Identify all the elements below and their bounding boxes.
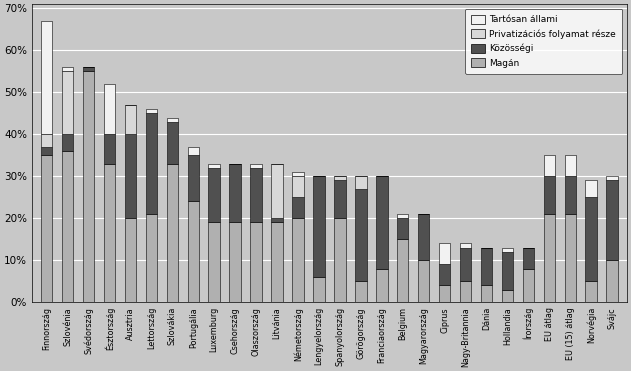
Bar	[187, 201, 199, 302]
Bar	[208, 164, 220, 168]
Bar	[586, 197, 597, 281]
Bar	[460, 248, 471, 281]
Bar	[271, 218, 283, 223]
Bar	[41, 21, 52, 134]
Bar	[334, 176, 346, 180]
Bar	[606, 260, 618, 302]
Bar	[543, 176, 555, 214]
Bar	[355, 281, 367, 302]
Bar	[481, 285, 492, 302]
Bar	[83, 71, 95, 302]
Bar	[334, 218, 346, 302]
Bar	[502, 290, 513, 302]
Bar	[502, 248, 513, 252]
Bar	[41, 134, 52, 147]
Bar	[313, 277, 325, 302]
Bar	[251, 223, 262, 302]
Bar	[355, 176, 367, 189]
Bar	[167, 122, 178, 164]
Bar	[502, 252, 513, 290]
Legend: Tartósan állami, Privatizációs folyamat része, Közösségi, Magán: Tartósan állami, Privatizációs folyamat …	[465, 9, 622, 74]
Bar	[606, 176, 618, 180]
Bar	[62, 71, 73, 134]
Bar	[565, 176, 576, 214]
Bar	[251, 168, 262, 223]
Bar	[439, 285, 451, 302]
Bar	[62, 67, 73, 71]
Bar	[586, 180, 597, 197]
Bar	[355, 189, 367, 281]
Bar	[292, 218, 304, 302]
Bar	[62, 151, 73, 302]
Bar	[292, 197, 304, 218]
Bar	[187, 155, 199, 201]
Bar	[460, 281, 471, 302]
Bar	[460, 243, 471, 248]
Bar	[271, 164, 283, 218]
Bar	[103, 164, 115, 302]
Bar	[167, 164, 178, 302]
Bar	[103, 84, 115, 134]
Bar	[418, 214, 430, 260]
Bar	[208, 223, 220, 302]
Bar	[41, 155, 52, 302]
Bar	[543, 155, 555, 176]
Bar	[292, 176, 304, 197]
Bar	[146, 109, 157, 113]
Bar	[103, 134, 115, 164]
Bar	[125, 105, 136, 134]
Bar	[397, 239, 408, 302]
Bar	[522, 269, 534, 302]
Bar	[439, 265, 451, 285]
Bar	[481, 248, 492, 285]
Bar	[565, 155, 576, 176]
Bar	[251, 164, 262, 168]
Bar	[586, 281, 597, 302]
Bar	[606, 180, 618, 260]
Bar	[397, 214, 408, 218]
Bar	[146, 113, 157, 214]
Bar	[208, 168, 220, 223]
Bar	[522, 248, 534, 269]
Bar	[187, 147, 199, 155]
Bar	[167, 118, 178, 122]
Bar	[543, 214, 555, 302]
Bar	[418, 260, 430, 302]
Bar	[230, 223, 241, 302]
Bar	[292, 172, 304, 176]
Bar	[62, 134, 73, 151]
Bar	[334, 180, 346, 218]
Bar	[565, 214, 576, 302]
Bar	[146, 214, 157, 302]
Bar	[125, 134, 136, 218]
Bar	[439, 243, 451, 265]
Bar	[271, 223, 283, 302]
Bar	[230, 164, 241, 223]
Bar	[313, 176, 325, 277]
Bar	[83, 67, 95, 71]
Bar	[41, 147, 52, 155]
Bar	[376, 269, 387, 302]
Bar	[125, 218, 136, 302]
Bar	[397, 218, 408, 239]
Bar	[376, 176, 387, 269]
